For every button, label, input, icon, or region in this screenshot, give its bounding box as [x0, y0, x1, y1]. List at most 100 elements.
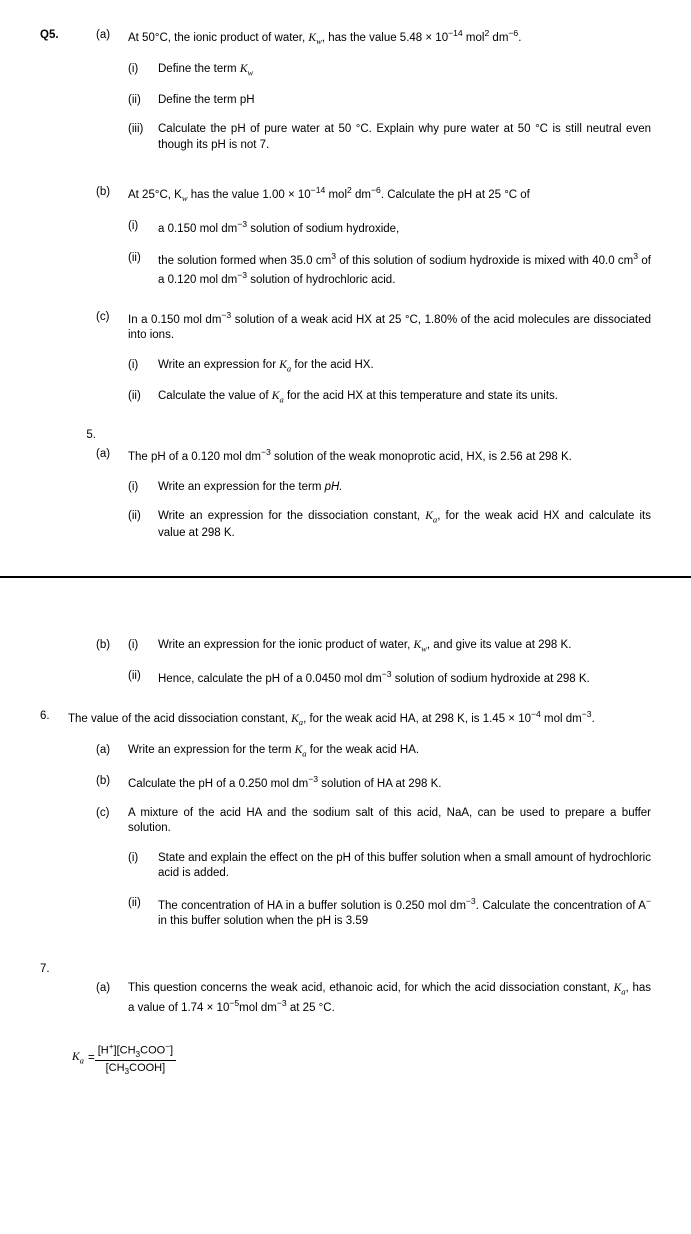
text: the solution formed when 35.0 cm3 of thi…	[158, 251, 651, 288]
label-b: (b)	[96, 638, 128, 654]
ph: pH.	[325, 481, 343, 493]
t: for the weak acid HA.	[307, 744, 420, 756]
text: Hence, calculate the pH of a 0.0450 mol …	[158, 669, 651, 687]
label: (ii)	[128, 93, 158, 109]
label: (ii)	[128, 509, 158, 525]
q5-c-intro: (c) In a 0.150 mol dm−3 solution of a we…	[40, 310, 651, 344]
t: At 50°C, the ionic product of water,	[128, 32, 308, 44]
t: COO	[140, 1044, 165, 1056]
neg4: −4	[531, 709, 541, 719]
q5-b-intro: (b) At 25°C, Kw has the value 1.00 × 10−…	[40, 185, 651, 205]
ka: K	[291, 713, 299, 725]
kw: K	[240, 63, 248, 75]
denominator: [CH3COOH]	[95, 1060, 176, 1077]
minus: −	[646, 896, 651, 906]
ka-formula: Ka = [H+][CH3COO−] [CH3COOH]	[72, 1041, 651, 1077]
t: mol dm	[541, 713, 582, 725]
t: .	[518, 32, 521, 44]
text: Write an expression for the term Ka for …	[128, 743, 651, 760]
ka: K	[279, 359, 287, 371]
t: the solution formed when 35.0 cm	[158, 255, 331, 267]
q6-c-ii: (ii) The concentration of HA in a buffer…	[40, 896, 651, 930]
label: (i)	[128, 638, 158, 654]
text: Write an expression for the ionic produc…	[158, 638, 651, 655]
kw: K	[413, 639, 421, 651]
neg3: −3	[237, 270, 247, 280]
exp: −14	[311, 185, 326, 195]
t: Calculate the pH of a 0.250 mol dm	[128, 777, 308, 789]
t: Hence, calculate the pH of a 0.0450 mol …	[158, 672, 382, 684]
t: , has the value 5.48 × 10	[322, 32, 448, 44]
t: Write an expression for	[158, 359, 279, 371]
t: solution of hydrochloric acid.	[247, 274, 395, 286]
neg3: −3	[261, 447, 271, 457]
t: solution of sodium hydroxide at 298 K.	[392, 672, 590, 684]
eq: =	[88, 1051, 95, 1067]
label: (c)	[96, 806, 128, 822]
k: K	[72, 1051, 80, 1063]
t: mol	[325, 189, 347, 201]
text: A mixture of the acid HA and the sodium …	[128, 806, 651, 837]
t: .	[592, 713, 595, 725]
t: . Calculate the pH at 25 °C of	[381, 189, 530, 201]
t: solution of HA at 298 K.	[318, 777, 441, 789]
neg6: −6	[371, 185, 381, 195]
text: a 0.150 mol dm−3 solution of sodium hydr…	[158, 219, 651, 237]
t: [CH	[106, 1062, 125, 1074]
q5-a-ii: (ii) Define the term pH	[40, 93, 651, 109]
q6-b: (b) Calculate the pH of a 0.250 mol dm−3…	[40, 774, 651, 792]
text: The concentration of HA in a buffer solu…	[158, 896, 651, 930]
t: [H	[98, 1044, 109, 1056]
t: Write an expression for the term	[128, 744, 295, 756]
neg3: −3	[221, 310, 231, 320]
q5-c-ii: (ii) Calculate the value of Ka for the a…	[40, 389, 651, 406]
label: (b)	[96, 774, 128, 790]
label: (c)	[96, 310, 128, 326]
text: State and explain the effect on the pH o…	[158, 851, 651, 882]
text: Define the term Kw	[158, 62, 651, 79]
q5-a-text: At 50°C, the ionic product of water, Kw,…	[128, 28, 651, 48]
q6-intro: 6. The value of the acid dissociation co…	[40, 709, 651, 729]
label: (i)	[128, 480, 158, 496]
t: dm	[489, 32, 508, 44]
t: ]	[170, 1044, 173, 1056]
q5b-a-i: (i) Write an expression for the term pH.	[40, 480, 651, 496]
ka-lhs: Ka	[72, 1050, 84, 1067]
text: In a 0.150 mol dm−3 solution of a weak a…	[128, 310, 651, 344]
q5-c-i: (i) Write an expression for Ka for the a…	[40, 358, 651, 375]
a: a	[80, 1056, 84, 1066]
kw-sub: w	[248, 67, 254, 77]
t: In a 0.150 mol dm	[128, 314, 221, 326]
t: of this solution of sodium hydroxide is …	[336, 255, 633, 267]
q5-a-i: (i) Define the term Kw	[40, 62, 651, 79]
q7-a: (a) This question concerns the weak acid…	[40, 981, 651, 1016]
t: Write an expression for the ionic produc…	[158, 639, 413, 651]
neg5: −5	[229, 998, 239, 1008]
page-1: Q5. (a) At 50°C, the ionic product of wa…	[0, 0, 691, 576]
q5-a-iii: (iii) Calculate the pH of pure water at …	[40, 122, 651, 153]
q7-number-row: 7.	[40, 962, 651, 978]
neg3: −3	[237, 219, 247, 229]
label: (a)	[96, 981, 128, 997]
q5-b-i: (i) a 0.150 mol dm−3 solution of sodium …	[40, 219, 651, 237]
kw: K	[308, 32, 316, 44]
q5-b-ii: (ii) the solution formed when 35.0 cm3 o…	[40, 251, 651, 288]
t: in this buffer solution when the pH is 3…	[158, 915, 368, 927]
label: (i)	[128, 358, 158, 374]
t: Define the term	[158, 63, 240, 75]
t: dm	[352, 189, 371, 201]
t: mol	[463, 32, 485, 44]
t: solution of the weak monoprotic acid, HX…	[271, 451, 572, 463]
label: (i)	[128, 219, 158, 235]
t: , and give its value at 298 K.	[427, 639, 571, 651]
q5-number: Q5.	[40, 28, 96, 44]
t: , for the weak acid HA, at 298 K, is 1.4…	[303, 713, 531, 725]
label: (a)	[96, 743, 128, 759]
numerator: [H+][CH3COO−]	[95, 1041, 176, 1060]
label: (a)	[96, 447, 128, 463]
t: . Calculate the concentration of A	[476, 900, 646, 912]
t: mol dm	[239, 1002, 277, 1014]
t: for the acid HX.	[291, 359, 373, 371]
t: a 0.150 mol dm	[158, 223, 237, 235]
neg3: −3	[277, 998, 287, 1008]
